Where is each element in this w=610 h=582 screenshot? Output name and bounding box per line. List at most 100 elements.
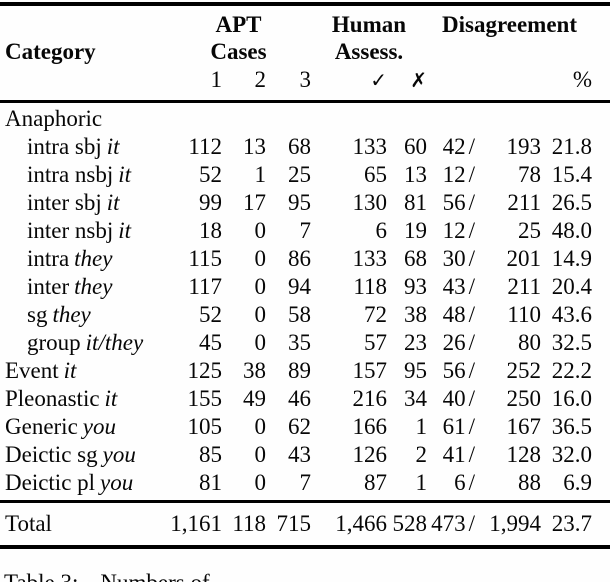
disagree-count: 41: [442, 442, 466, 467]
category-label: inter nsbj: [27, 218, 114, 243]
cell-correct: 126: [352, 442, 388, 467]
cell-apt2: 49: [243, 386, 266, 411]
cell-apt2: 17: [243, 190, 266, 215]
cell-correct: [311, 105, 387, 133]
cell-disagree: 61/: [427, 413, 475, 441]
cell-total-count: 211: [507, 274, 541, 299]
cell-incorrect: 95: [404, 358, 427, 383]
cell-incorrect: 81: [404, 190, 427, 215]
cell-apt1: 125: [187, 358, 223, 383]
slash-separator: /: [468, 330, 475, 355]
table-rule-mid: [0, 100, 610, 103]
cell-apt3: 89: [288, 358, 311, 383]
cell-total-count: 78: [518, 162, 541, 187]
cell-disagree: 30/: [427, 245, 475, 273]
cell-total-count: 193: [506, 134, 542, 159]
category-pronoun: it: [118, 162, 132, 187]
table-row-deictic-pl-you: Deictic pl you 81 0 7 87 1 6/ 88 6.9: [0, 469, 610, 497]
cell-apt2: 0: [254, 274, 267, 299]
cell-apt1: 99: [199, 190, 222, 215]
table-row-generic-you: Generic you 105 0 62 166 1 61/ 167 36.5: [0, 413, 610, 441]
table-header-group-row-2: Category Cases Assess.: [0, 39, 610, 65]
slash-separator: /: [468, 246, 475, 271]
cell-correct: 65: [364, 162, 387, 187]
cell-total-count: 250: [506, 386, 542, 411]
disagree-count: 12: [442, 162, 466, 187]
cell-total-count: [475, 105, 541, 133]
slash-separator: /: [468, 302, 475, 327]
subheader-spacer: [0, 66, 166, 94]
cell-percent: [541, 105, 610, 133]
cell-apt3: 62: [288, 414, 311, 439]
cell-disagree: 56/: [427, 357, 475, 385]
cell-incorrect: 93: [404, 274, 427, 299]
row-category: sg they: [0, 301, 166, 329]
slash-separator: /: [468, 218, 475, 243]
disagree-count: 56: [442, 358, 466, 383]
cell-percent: 43.6: [551, 302, 592, 327]
cell-apt3: 35: [288, 330, 311, 355]
slash-separator: /: [468, 162, 475, 187]
category-pronoun: they: [74, 274, 113, 299]
cell-apt1: 52: [199, 162, 222, 187]
cell-total-count: 211: [507, 190, 541, 215]
caption-label: Table 3:: [4, 570, 78, 582]
cell-apt1: [166, 105, 222, 133]
cell-incorrect: 60: [404, 134, 427, 159]
table-row-sg-they: sg they 52 0 58 72 38 48/ 110 43.6: [0, 301, 610, 329]
row-category: group it/they: [0, 329, 166, 357]
category-label: Generic: [5, 414, 78, 439]
cell-correct: 72: [364, 302, 387, 327]
cell-correct: 166: [352, 414, 388, 439]
header-group-human: Human: [331, 12, 407, 37]
cell-incorrect: 19: [404, 218, 427, 243]
table-row-inter-nsbj-it: inter nsbj it 18 0 7 6 19 12/ 25 48.0: [0, 217, 610, 245]
category-label: Deictic sg: [5, 442, 98, 467]
cell-apt1: 81: [199, 470, 222, 495]
category-pronoun: it: [106, 190, 120, 215]
header-group-human-assess: Assess.: [334, 39, 404, 64]
category-label: Deictic pl: [5, 470, 96, 495]
cell-total-count: 252: [506, 358, 542, 383]
cell-incorrect: 34: [404, 386, 427, 411]
category-label: inter: [27, 274, 70, 299]
cell-apt1: 45: [199, 330, 222, 355]
table-row-anaphoric: Anaphoric: [0, 105, 610, 133]
slash-separator: /: [468, 358, 475, 383]
cell-percent: 21.8: [551, 134, 592, 159]
cell-percent: 22.2: [551, 358, 592, 383]
disagree-count: 56: [442, 190, 466, 215]
table-row-inter-they: inter they 117 0 94 118 93 43/ 211 20.4: [0, 273, 610, 301]
cell-apt2: [222, 105, 266, 133]
cell-percent: 36.5: [551, 414, 592, 439]
disagree-count: 26: [442, 330, 466, 355]
category-pronoun: it/they: [85, 330, 144, 355]
total-correct: 1,466: [335, 511, 387, 536]
cell-correct: 216: [352, 386, 388, 411]
cell-incorrect: 38: [404, 302, 427, 327]
cell-apt3: [266, 105, 311, 133]
cell-percent: 15.4: [551, 162, 592, 187]
cell-apt2: 13: [243, 134, 266, 159]
category-label: group: [27, 330, 81, 355]
row-category: Deictic sg you: [0, 441, 166, 469]
cell-percent: 26.5: [551, 190, 592, 215]
cell-disagree: 6/: [427, 469, 475, 497]
cell-apt3: 7: [299, 470, 312, 495]
category-pronoun: it: [104, 386, 118, 411]
cell-apt1: 117: [188, 274, 222, 299]
subheader-spacer-2: [427, 66, 475, 94]
category-label: Event: [5, 358, 59, 383]
total-percent: 23.7: [551, 511, 592, 536]
header-group-disagreement-2: [427, 39, 610, 65]
category-pronoun: they: [74, 246, 113, 271]
cell-percent: 16.0: [551, 386, 592, 411]
cell-total-count: 25: [518, 218, 541, 243]
total-apt1: 1,161: [170, 511, 222, 536]
cell-total-count: 80: [518, 330, 541, 355]
cell-apt2: 1: [254, 162, 267, 187]
cell-disagree: 26/: [427, 329, 475, 357]
cell-apt2: 0: [254, 442, 267, 467]
cell-correct: 130: [352, 190, 388, 215]
